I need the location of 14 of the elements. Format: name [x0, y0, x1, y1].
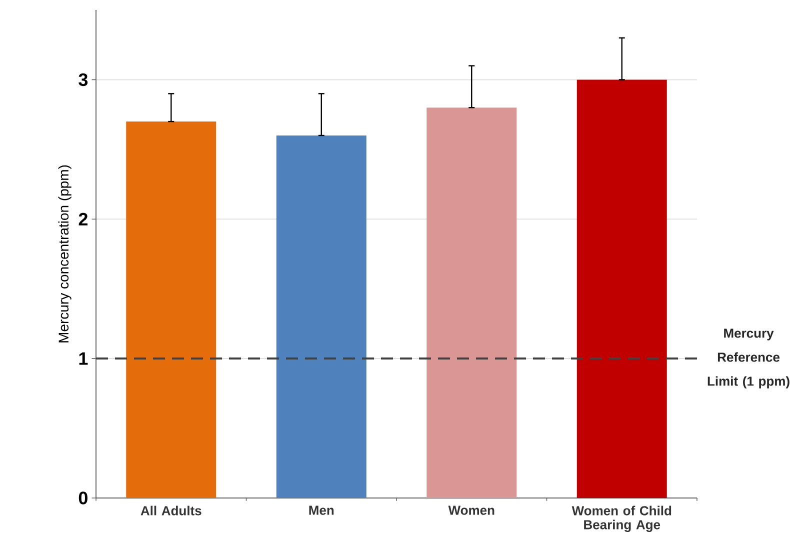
bar — [276, 135, 366, 498]
x-tick-label: Women of Child Bearing Age — [572, 506, 672, 532]
y-tick-label: 1 — [79, 352, 88, 365]
y-axis-title: Mercury concentration (ppm) — [58, 165, 72, 342]
y-tick-label: 2 — [78, 212, 88, 226]
x-tick-label: Men — [309, 506, 334, 515]
y-tick-label: 3 — [78, 73, 88, 86]
bar — [576, 80, 667, 498]
y-tick-label: 0 — [78, 492, 88, 504]
bar — [126, 122, 216, 498]
x-tick-label: All Adults — [140, 506, 202, 516]
x-tick-label: Women — [448, 506, 494, 515]
ref-line-label: Mercury Reference Limit (1 ppm) — [708, 328, 790, 388]
bar — [426, 108, 517, 498]
